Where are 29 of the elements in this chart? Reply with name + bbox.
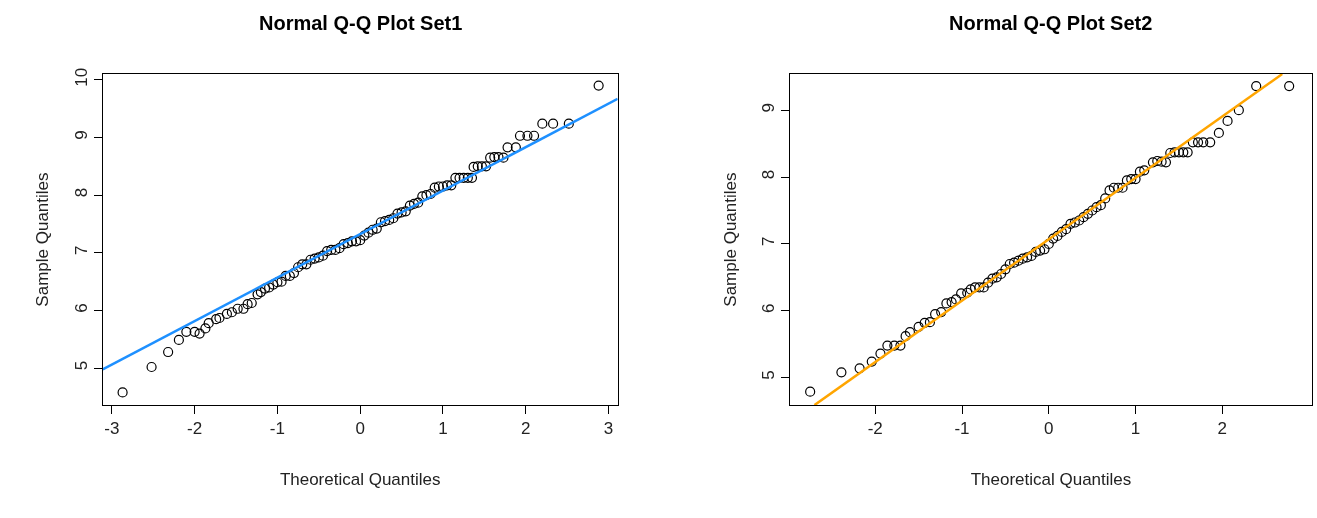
y-tick-label: 10 [71,67,91,87]
y-tick-label: 7 [759,236,779,247]
x-tick-label: 3 [603,419,614,439]
y-tick-label: 6 [759,303,779,313]
y-tick-label: 9 [759,102,779,113]
x-tick-label: -3 [104,419,120,439]
y-tick-label: 7 [71,245,91,256]
x-tick-label: 0 [355,419,365,439]
y-tick-label: 5 [759,370,779,380]
y-tick-label: 6 [71,303,91,313]
y-axis-title: Sample Quantiles [33,172,53,307]
x-tick-label: 2 [521,419,531,439]
y-tick-label: 5 [71,360,91,371]
x-tick-label: 1 [1130,419,1141,439]
y-tick-label: 9 [71,130,91,140]
y-tick-label: 8 [759,169,779,180]
x-tick-label: 0 [1044,419,1054,439]
chart-title: Normal Q-Q Plot Set2 [949,12,1153,34]
y-tick-label: 8 [71,187,91,198]
x-tick-label: -2 [187,419,203,439]
x-axis-title: Theoretical Quantiles [970,469,1132,489]
x-tick-label: -1 [954,419,970,439]
x-tick-label: 1 [438,419,448,439]
chart-title: Normal Q-Q Plot Set1 [259,12,463,34]
x-axis-title: Theoretical Quantiles [279,469,441,489]
x-tick-label: 2 [1217,419,1228,439]
y-axis-title: Sample Quantiles [720,172,740,307]
x-tick-label: -1 [269,419,285,439]
x-tick-label: -2 [867,419,883,439]
